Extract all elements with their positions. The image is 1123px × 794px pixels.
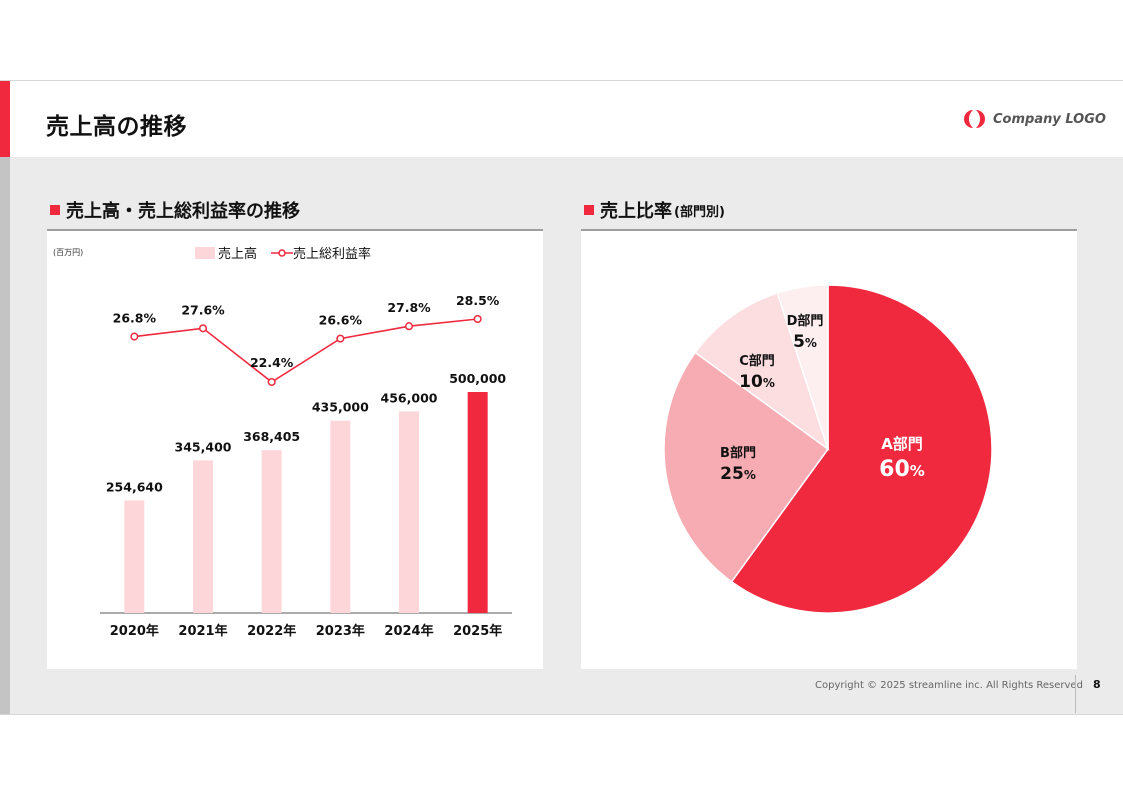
pie-chart: A部門 60% B部門 25% C部門 10% D部門 5%	[663, 284, 993, 614]
bar-2024年	[399, 411, 419, 613]
page-number: 8	[1093, 678, 1101, 691]
bar-2025年	[467, 392, 488, 613]
logo-icon	[962, 109, 987, 129]
pie-label-name: B部門	[720, 445, 756, 461]
bar-2020年	[124, 500, 145, 613]
logo-text: Company LOGO	[993, 111, 1106, 127]
company-logo: Company LOGO	[962, 109, 1106, 129]
pie-label-value: 5%	[793, 332, 817, 352]
bar-value-label: 345,400	[175, 439, 232, 454]
margin-rate-line	[134, 318, 478, 383]
combo-chart: 254,640 2020年 345,400 2021年 368,405 2022年 435,…	[100, 293, 512, 639]
x-tick-label: 2024年	[384, 623, 433, 639]
pie-label-value: 25%	[720, 464, 756, 484]
pie-chart-panel: A部門 60% B部門 25% C部門 10% D部門 5%	[581, 229, 1077, 669]
margin-rate-point	[130, 332, 139, 341]
x-tick-label: 2021年	[178, 623, 227, 639]
square-bullet-icon	[50, 205, 60, 215]
right-section-title-text: 売上比率	[600, 201, 672, 222]
accent-bar	[0, 81, 10, 157]
left-section-title-text: 売上高・売上総利益率の推移	[66, 201, 300, 222]
bar-value-label: 456,000	[381, 390, 438, 405]
legend-bar-item: 売上高	[195, 243, 257, 262]
margin-rate-label: 27.8%	[387, 300, 431, 315]
margin-rate-label: 26.6%	[319, 313, 363, 328]
bar-value-label: 435,000	[312, 400, 369, 415]
footer-copyright: Copyright © 2025 streamline inc. All Rig…	[815, 680, 1083, 691]
pie-slice-A部門	[730, 284, 993, 614]
right-section-title: 売上比率 (部門別)	[584, 197, 725, 223]
legend-line-item: 売上総利益率	[271, 243, 371, 262]
pie-label-value: 60%	[879, 457, 925, 482]
margin-rate-label: 22.4%	[250, 355, 294, 370]
pie-slice-C部門	[694, 292, 830, 451]
margin-rate-label: 26.8%	[113, 311, 157, 326]
pie-label-value: 10%	[739, 372, 775, 392]
pie-label-name: C部門	[739, 353, 775, 369]
margin-rate-point	[267, 377, 276, 387]
header: 売上高の推移 Company LOGO	[0, 81, 1123, 157]
pie-slice-D部門	[776, 284, 829, 450]
slide: 売上高の推移 Company LOGO 売上高・売上総利益率の推移 売上比率 (…	[0, 80, 1123, 715]
margin-rate-point	[473, 314, 482, 324]
x-tick-label: 2025年	[453, 623, 502, 639]
margin-rate-point	[198, 324, 208, 333]
x-tick-label: 2020年	[110, 623, 159, 639]
x-tick-label: 2022年	[247, 623, 296, 639]
legend-line-label: 売上総利益率	[293, 247, 372, 262]
pie-label-name: A部門	[881, 435, 923, 453]
sales-chart-panel: (百万円) 売上高 売上総利益率 254,640 2020年 345,400 2021…	[47, 229, 543, 669]
left-gray-bar	[0, 157, 10, 714]
margin-rate-point	[404, 322, 414, 331]
bar-value-label: 254,640	[106, 479, 163, 494]
pie-label-name: D部門	[787, 313, 824, 329]
bar-value-label: 368,405	[243, 429, 300, 444]
left-section-title: 売上高・売上総利益率の推移	[50, 197, 300, 223]
square-bullet-icon	[584, 205, 594, 215]
margin-rate-point	[336, 334, 345, 343]
chart-legend: 売上高 売上総利益率	[195, 243, 385, 262]
margin-rate-label: 28.5%	[456, 293, 500, 308]
pie-slice-B部門	[663, 351, 830, 583]
legend-bar-swatch	[195, 246, 215, 259]
unit-label: (百万円)	[53, 248, 84, 257]
bar-2023年	[330, 420, 351, 613]
footer-separator	[1075, 675, 1076, 713]
margin-rate-label: 27.6%	[181, 302, 225, 317]
page-title: 売上高の推移	[46, 114, 187, 140]
x-tick-label: 2023年	[316, 623, 365, 639]
bar-value-label: 500,000	[449, 371, 506, 386]
right-section-subtitle: (部門別)	[674, 204, 725, 220]
bar-2021年	[193, 460, 213, 613]
legend-bar-label: 売上高	[218, 247, 258, 262]
legend-line-swatch	[271, 248, 294, 257]
bar-2022年	[261, 450, 282, 613]
